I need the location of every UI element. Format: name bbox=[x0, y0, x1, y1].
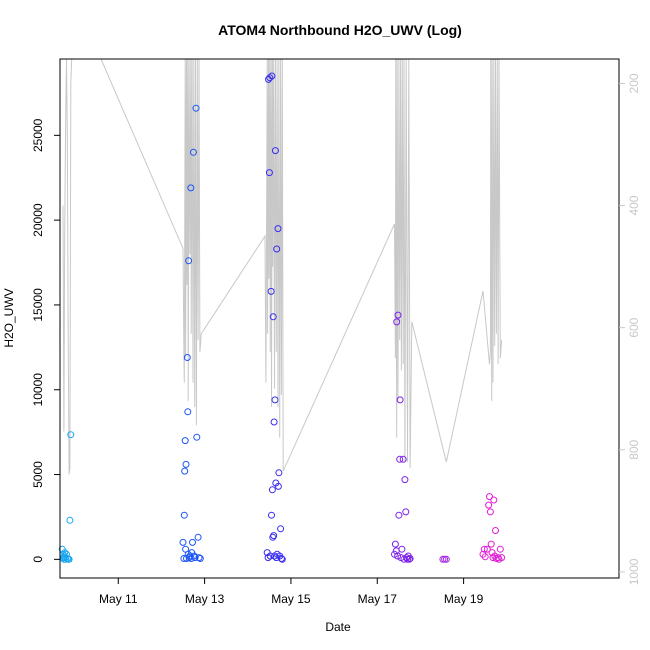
data-point-s5-12 bbox=[492, 527, 499, 534]
data-point-s3-5 bbox=[394, 311, 402, 319]
data-point-s1-24 bbox=[195, 554, 203, 562]
data-point-s5-2 bbox=[481, 553, 489, 561]
data-point-s5-6 bbox=[486, 508, 494, 516]
data-point-s2-26 bbox=[277, 555, 285, 562]
data-point-s0-11 bbox=[65, 555, 73, 563]
data-point-s2-4 bbox=[266, 74, 274, 82]
pressure-layer bbox=[62, 58, 503, 475]
data-point-s3-11 bbox=[399, 455, 407, 463]
data-point-s1-22 bbox=[193, 433, 201, 441]
x-tick-label-3: May 17 bbox=[358, 592, 398, 606]
data-point-s1-18 bbox=[189, 148, 197, 156]
data-point-s3-4 bbox=[394, 552, 402, 560]
secondary-y-tick-label-3: 800 bbox=[627, 439, 641, 459]
x-tick-label-4: May 19 bbox=[444, 592, 484, 606]
data-point-s2-3 bbox=[265, 169, 273, 177]
y-tick-label-5: 25000 bbox=[31, 118, 45, 152]
y-tick-label-3: 15000 bbox=[31, 288, 45, 322]
data-point-s3-8 bbox=[396, 396, 404, 404]
data-point-s1-21 bbox=[192, 104, 200, 112]
data-point-s3-19 bbox=[406, 555, 414, 562]
secondary-y-tick-label-1: 400 bbox=[627, 195, 641, 215]
data-point-s2-19 bbox=[273, 245, 281, 253]
data-point-s0-13 bbox=[67, 431, 75, 439]
data-point-s1-8 bbox=[183, 354, 191, 361]
data-point-s2-23 bbox=[275, 469, 283, 477]
data-point-s1-9 bbox=[184, 408, 192, 416]
secondary-y-tick-label-4: 1000 bbox=[627, 558, 641, 585]
x-axis: May 11 May 13 May 15 May 17 May 19 bbox=[99, 578, 484, 606]
data-point-s2-12 bbox=[270, 532, 278, 540]
data-point-s1-20 bbox=[191, 554, 199, 562]
data-point-s1-4 bbox=[181, 437, 189, 445]
data-point-s2-13 bbox=[270, 418, 278, 426]
data-point-s2-9 bbox=[268, 486, 276, 494]
data-point-s5-1 bbox=[480, 545, 488, 553]
plot-frame bbox=[59, 58, 620, 579]
data-point-s1-17 bbox=[189, 538, 196, 546]
data-point-s1-0 bbox=[179, 538, 187, 546]
data-point-s2-22 bbox=[274, 482, 282, 490]
data-point-s5-7 bbox=[487, 540, 495, 548]
x-axis-label: Date bbox=[325, 620, 351, 634]
data-point-s5-16 bbox=[496, 545, 504, 553]
data-point-s5-17 bbox=[498, 554, 506, 562]
data-point-s3-13 bbox=[401, 476, 409, 484]
secondary-y-tick-label-2: 600 bbox=[627, 317, 641, 337]
data-point-s3-10 bbox=[398, 545, 406, 553]
data-point-s2-27 bbox=[278, 555, 286, 563]
data-point-s4-2 bbox=[442, 555, 450, 563]
y-tick-label-4: 20000 bbox=[31, 203, 45, 237]
data-point-s3-1 bbox=[391, 540, 399, 548]
data-point-s2-21 bbox=[274, 225, 282, 233]
secondary-y-axis: 200 400 600 800 1000 bbox=[619, 73, 641, 585]
data-point-s5-10 bbox=[490, 496, 498, 504]
data-point-s1-6 bbox=[182, 460, 190, 468]
data-point-s2-8 bbox=[268, 72, 276, 80]
data-point-s3-6 bbox=[395, 511, 403, 519]
y-axis: 0 5000 10000 15000 20000 25000 bbox=[31, 118, 60, 563]
data-point-s2-16 bbox=[271, 147, 279, 155]
data-point-s3-3 bbox=[393, 318, 401, 326]
data-point-s0-12 bbox=[66, 516, 74, 524]
data-point-s2-6 bbox=[267, 287, 275, 295]
data-point-s5-3 bbox=[483, 545, 491, 553]
data-point-s3-7 bbox=[396, 455, 404, 463]
y-tick-label-1: 5000 bbox=[31, 461, 45, 488]
data-point-s1-14 bbox=[187, 184, 195, 192]
chart-title: ATOM4 Northbound H2O_UWV (Log) bbox=[218, 22, 462, 38]
data-point-s3-18 bbox=[405, 555, 413, 563]
data-point-s2-11 bbox=[269, 313, 277, 321]
data-point-s0-5 bbox=[61, 549, 69, 557]
x-tick-label-2: May 15 bbox=[271, 592, 311, 606]
points-layer bbox=[58, 72, 506, 563]
y-tick-label-2: 10000 bbox=[31, 373, 45, 407]
pressure-series-line bbox=[62, 58, 503, 475]
data-point-s1-25 bbox=[196, 555, 204, 562]
data-point-s1-23 bbox=[194, 533, 202, 541]
data-point-s1-1 bbox=[180, 555, 188, 562]
y-axis-label: H2O_UWV bbox=[2, 288, 16, 347]
data-point-s1-2 bbox=[180, 511, 188, 519]
data-point-s2-7 bbox=[268, 511, 275, 519]
data-point-s5-4 bbox=[485, 501, 493, 509]
y-tick-label-0: 0 bbox=[31, 556, 45, 563]
data-point-s2-25 bbox=[277, 525, 285, 533]
secondary-y-tick-label-0: 200 bbox=[627, 73, 641, 93]
x-tick-label-0: May 11 bbox=[99, 592, 138, 606]
data-point-s2-1 bbox=[264, 554, 272, 562]
x-tick-label-1: May 13 bbox=[185, 592, 225, 606]
data-point-s3-14 bbox=[402, 508, 410, 516]
data-point-s5-5 bbox=[486, 493, 493, 501]
data-point-s1-11 bbox=[185, 257, 193, 265]
data-point-s1-3 bbox=[181, 467, 189, 475]
data-point-s2-15 bbox=[271, 396, 279, 404]
